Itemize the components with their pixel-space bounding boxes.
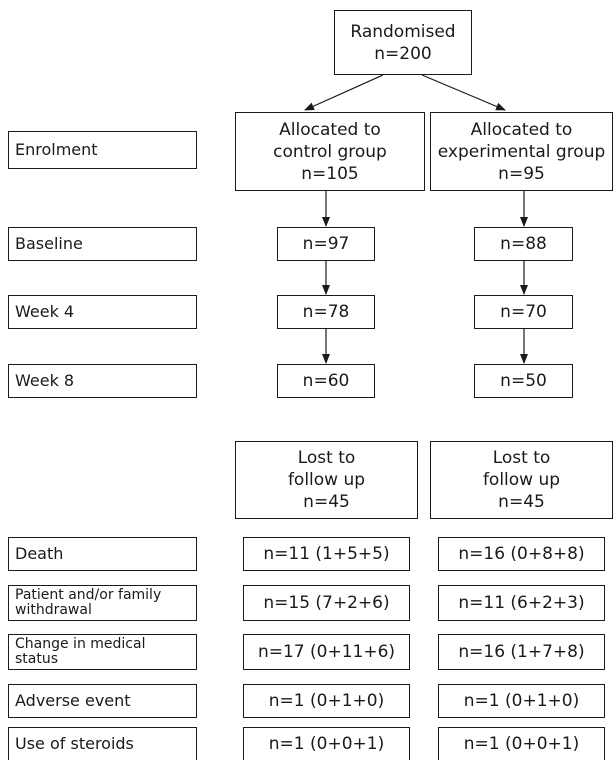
stage-label-week8: Week 8 — [8, 364, 197, 398]
control-lost-line2: follow up — [287, 470, 366, 490]
reason-label-adverse-event: Adverse event — [8, 684, 197, 718]
randomised-count: n=200 — [374, 43, 432, 64]
experimental-lost-line1: Lost to — [492, 448, 551, 468]
experimental-reason-adverse-event: n=1 (0+1+0) — [438, 684, 605, 718]
control-reason-steroids: n=1 (0+0+1) — [243, 727, 410, 760]
reason-label-steroids: Use of steroids — [8, 727, 197, 760]
control-group-line2: control group — [273, 141, 387, 162]
experimental-lost-line2: follow up — [482, 470, 561, 490]
control-group-count: n=105 — [301, 163, 359, 184]
randomised-box: Randomised n=200 — [334, 10, 472, 75]
arrow-randomised-to-experimental — [421, 74, 506, 111]
experimental-group-line2: experimental group — [437, 141, 606, 162]
control-lost-count: n=45 — [303, 492, 350, 512]
stage-label-week4: Week 4 — [8, 295, 197, 329]
experimental-group-line1: Allocated to — [470, 119, 573, 140]
control-reason-medical-status: n=17 (0+11+6) — [243, 634, 410, 670]
control-week4-count: n=78 — [277, 295, 375, 329]
control-week8-count: n=60 — [277, 364, 375, 398]
control-group-line1: Allocated to — [279, 119, 381, 140]
experimental-reason-withdrawal: n=11 (6+2+3) — [438, 585, 605, 621]
reason-label-medical-status: Change in medical status — [8, 634, 197, 670]
control-reason-death: n=11 (1+5+5) — [243, 537, 410, 571]
stage-label-enrolment: Enrolment — [8, 131, 197, 169]
control-reason-withdrawal: n=15 (7+2+6) — [243, 585, 410, 621]
control-lost-to-follow-up-box: Lost to follow up n=45 — [235, 441, 418, 519]
control-reason-adverse-event: n=1 (0+1+0) — [243, 684, 410, 718]
randomised-title: Randomised — [350, 21, 456, 42]
experimental-reason-medical-status: n=16 (1+7+8) — [438, 634, 605, 670]
control-lost-line1: Lost to — [297, 448, 356, 468]
experimental-baseline-count: n=88 — [474, 227, 573, 261]
arrow-randomised-to-control — [304, 74, 384, 111]
experimental-week8-count: n=50 — [474, 364, 573, 398]
experimental-lost-to-follow-up-box: Lost to follow up n=45 — [430, 441, 613, 519]
reason-label-death: Death — [8, 537, 197, 571]
experimental-reason-steroids: n=1 (0+0+1) — [438, 727, 605, 760]
experimental-group-box: Allocated to experimental group n=95 — [430, 112, 613, 191]
stage-label-baseline: Baseline — [8, 227, 197, 261]
experimental-lost-count: n=45 — [498, 492, 545, 512]
experimental-group-count: n=95 — [498, 163, 545, 184]
control-group-box: Allocated to control group n=105 — [235, 112, 425, 191]
reason-label-withdrawal: Patient and/or family withdrawal — [8, 585, 197, 621]
control-baseline-count: n=97 — [277, 227, 375, 261]
experimental-week4-count: n=70 — [474, 295, 573, 329]
experimental-reason-death: n=16 (0+8+8) — [438, 537, 605, 571]
